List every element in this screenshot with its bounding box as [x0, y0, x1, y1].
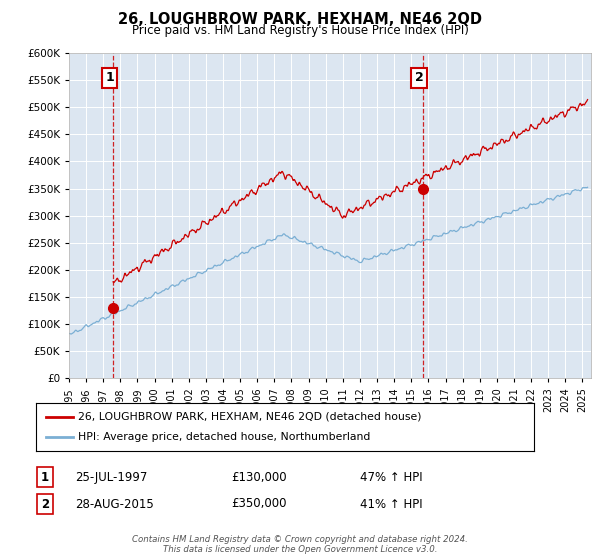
Text: 26, LOUGHBROW PARK, HEXHAM, NE46 2QD: 26, LOUGHBROW PARK, HEXHAM, NE46 2QD: [118, 12, 482, 27]
Text: £130,000: £130,000: [231, 470, 287, 484]
Text: 2: 2: [41, 497, 49, 511]
Text: Price paid vs. HM Land Registry's House Price Index (HPI): Price paid vs. HM Land Registry's House …: [131, 24, 469, 36]
Text: 26, LOUGHBROW PARK, HEXHAM, NE46 2QD (detached house): 26, LOUGHBROW PARK, HEXHAM, NE46 2QD (de…: [79, 412, 422, 422]
Text: HPI: Average price, detached house, Northumberland: HPI: Average price, detached house, Nort…: [79, 432, 371, 442]
Text: 28-AUG-2015: 28-AUG-2015: [75, 497, 154, 511]
Text: 47% ↑ HPI: 47% ↑ HPI: [360, 470, 422, 484]
Text: 41% ↑ HPI: 41% ↑ HPI: [360, 497, 422, 511]
Text: Contains HM Land Registry data © Crown copyright and database right 2024.
This d: Contains HM Land Registry data © Crown c…: [132, 535, 468, 554]
Text: 2: 2: [415, 71, 424, 84]
Text: £350,000: £350,000: [231, 497, 287, 511]
Text: 25-JUL-1997: 25-JUL-1997: [75, 470, 148, 484]
Text: 1: 1: [41, 470, 49, 484]
Text: 1: 1: [105, 71, 114, 84]
